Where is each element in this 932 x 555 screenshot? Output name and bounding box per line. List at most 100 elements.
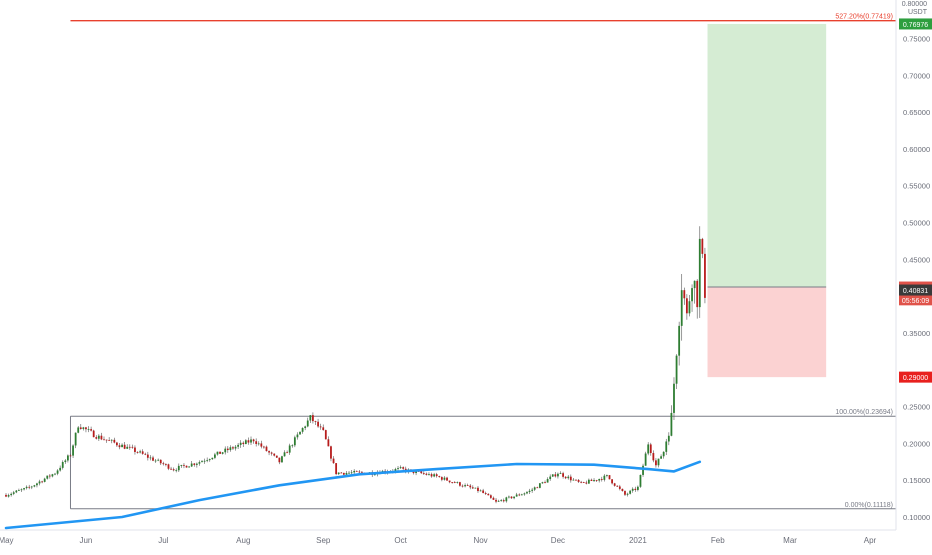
candle-body <box>77 427 80 433</box>
price-badge <box>899 284 932 296</box>
candle-body <box>394 469 397 472</box>
candle-body <box>626 493 629 495</box>
candle-body <box>273 453 276 456</box>
candle-body <box>263 446 265 448</box>
candle-body <box>606 475 608 476</box>
candle-body <box>397 468 399 470</box>
candle-body <box>683 290 686 299</box>
candle-body <box>618 486 621 489</box>
candle-body <box>433 474 436 477</box>
fib-level-100-label: 100.00%(0.23694) <box>835 409 893 416</box>
candle-body <box>564 476 567 479</box>
price-badge <box>899 371 932 383</box>
fib-retracement[interactable]: 527.20%(0.77419) 100.00%(0.23694) 0.00%(0.… <box>69 14 896 510</box>
candle-body <box>301 428 304 432</box>
candle-body <box>12 492 15 494</box>
candle-body <box>554 474 557 477</box>
candle-body <box>195 463 198 465</box>
candle-body <box>128 446 131 448</box>
candle-body <box>459 482 461 486</box>
candle-body <box>533 487 536 490</box>
stop-loss-zone <box>707 287 827 378</box>
candle-body <box>549 476 552 480</box>
fib-level-527-label: 527.20%(0.77419) <box>835 14 893 21</box>
price-axis-unit: USDT <box>908 9 928 16</box>
candle-body <box>446 477 448 481</box>
candle-body <box>293 437 296 446</box>
price-axis[interactable]: 0.80000 USDT 0.75000 0.70000 0.65000 0.6000… <box>902 1 930 522</box>
candle-body <box>141 451 144 454</box>
candle-body <box>569 476 572 481</box>
candle-body <box>595 480 598 481</box>
candle-body <box>505 497 508 502</box>
candle-body <box>139 451 142 453</box>
candle-body <box>484 492 487 494</box>
candle-body <box>430 474 433 477</box>
candle-body <box>87 429 90 430</box>
candle-body <box>159 459 162 464</box>
candle-body <box>17 490 20 491</box>
candle-body <box>428 474 430 475</box>
candle-body <box>56 470 59 474</box>
candle-body <box>691 288 693 302</box>
time-tick-label: Aug <box>236 536 250 545</box>
candle-body <box>15 490 18 493</box>
candle-body <box>5 494 7 497</box>
candle-body <box>309 415 312 421</box>
candle-body <box>46 475 49 479</box>
candle-body <box>327 439 330 447</box>
candle-body <box>252 439 255 442</box>
candle-body <box>250 439 252 443</box>
position-zones <box>707 23 827 378</box>
candle-body <box>110 439 113 441</box>
candle-body <box>456 482 459 483</box>
candle-body <box>520 494 523 496</box>
candle-body <box>634 488 637 490</box>
candle-body <box>72 445 74 456</box>
candle-body <box>134 447 136 452</box>
candle-body <box>551 474 554 477</box>
candle-body <box>624 491 626 495</box>
time-axis[interactable]: May Jun Jul Aug Sep Oct Nov Dec 2021 Feb Mar Apr <box>0 536 877 545</box>
candle-body <box>497 500 500 502</box>
time-tick-label: Sep <box>316 536 331 545</box>
candle-body <box>495 499 497 502</box>
candle-body <box>90 429 93 431</box>
candle-body <box>92 430 95 438</box>
candle-body <box>353 470 356 473</box>
candle-body <box>175 470 178 472</box>
countdown-badge-label: 05:56:09 <box>902 298 929 305</box>
candle-body <box>54 473 56 475</box>
candle-body <box>131 446 134 448</box>
candle-body <box>466 485 469 486</box>
candle-body <box>108 440 111 441</box>
candle-body <box>647 444 650 454</box>
candle-body <box>342 472 345 475</box>
candle-body <box>510 496 513 499</box>
candle-body <box>100 435 103 440</box>
candle-body <box>123 444 126 449</box>
candle-body <box>544 482 546 484</box>
candle-body <box>188 466 191 468</box>
candle-body <box>613 483 616 486</box>
candle-body <box>237 444 240 447</box>
candle-body <box>330 446 332 459</box>
candle-body <box>639 474 642 487</box>
candle-body <box>559 473 562 475</box>
price-axis-top-label: 0.80000 <box>902 1 927 8</box>
candle-body <box>61 462 64 468</box>
candle-body <box>260 443 263 447</box>
time-tick-label: Apr <box>864 536 877 545</box>
candle-body <box>66 455 69 461</box>
price-tick-label: 0.45000 <box>903 255 930 264</box>
candle-body <box>270 452 273 454</box>
candle-body <box>97 435 100 439</box>
candle-body <box>673 383 675 413</box>
candle-body <box>41 481 44 483</box>
candle-body <box>587 479 590 484</box>
candle-body <box>51 474 54 477</box>
candle-body <box>652 453 655 461</box>
candle-body <box>162 463 165 465</box>
